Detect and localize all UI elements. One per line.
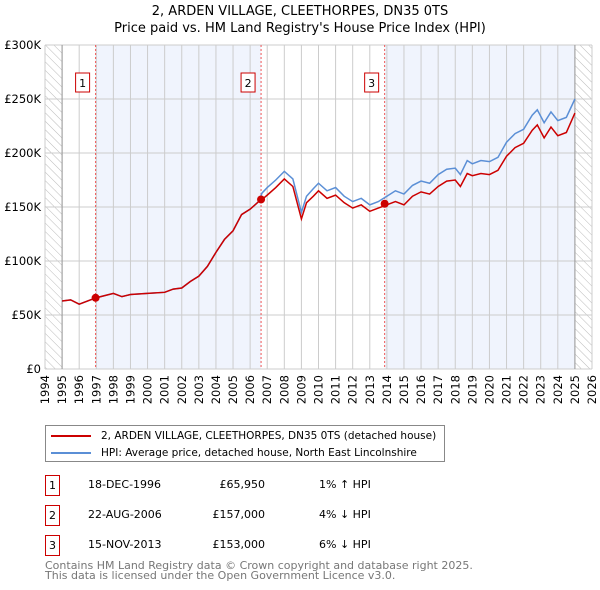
sale-marker-label: 3 [45, 535, 60, 556]
x-tick-label: 2006 [243, 375, 257, 404]
sale-label: 2 [245, 77, 252, 90]
legend-label: HPI: Average price, detached house, Nort… [101, 447, 417, 459]
x-tick-label: 2008 [277, 375, 291, 404]
sale-label: 3 [368, 77, 375, 90]
sale-label-box [364, 72, 380, 93]
x-tick-label: 1999 [123, 375, 137, 404]
sale-date: 22-AUG-2006 [88, 508, 162, 521]
x-tick-label: 2026 [585, 375, 599, 404]
x-tick-label: 2011 [329, 375, 343, 404]
sale-date: 18-DEC-1996 [88, 478, 162, 491]
legend-swatch [51, 435, 91, 437]
x-tick-label: 2003 [192, 375, 206, 404]
sale-price: £65,950 [219, 478, 266, 491]
x-tick-label: 2001 [158, 375, 172, 404]
price-line [61, 112, 576, 306]
sale-label-box [75, 72, 91, 93]
x-tick-label: 1996 [72, 375, 86, 404]
x-tick-label: 2009 [294, 375, 308, 404]
sale-label-box [240, 72, 256, 93]
x-tick-label: 2025 [568, 375, 582, 404]
sale-row: 1 18-DEC-1996 £65,950 1% ↑ HPI [45, 475, 445, 496]
x-tick-label: 2020 [482, 375, 496, 404]
footer: Contains HM Land Registry data © Crown c… [45, 559, 473, 582]
y-tick-label: £200K [4, 146, 41, 160]
x-tick-label: 2019 [465, 375, 479, 404]
legend-label: 2, ARDEN VILLAGE, CLEETHORPES, DN35 0TS … [101, 430, 437, 442]
sale-point [380, 199, 389, 208]
sale-point [257, 195, 266, 204]
x-tick-label: 2023 [534, 375, 548, 404]
x-tick-label: 2012 [346, 375, 360, 404]
sale-date: 15-NOV-2013 [88, 538, 162, 551]
x-tick-label: 2005 [226, 375, 240, 404]
x-tick-label: 2024 [551, 375, 565, 404]
footer-line: Contains HM Land Registry data © Crown c… [45, 559, 473, 572]
x-tick-label: 2018 [448, 375, 462, 404]
legend-item-property: 2, ARDEN VILLAGE, CLEETHORPES, DN35 0TS … [51, 428, 436, 444]
sale-marker-label: 1 [45, 475, 60, 496]
y-tick-label: £50K [12, 308, 42, 322]
x-tick-label: 1995 [55, 375, 69, 404]
sale-row: 3 15-NOV-2013 £153,000 6% ↓ HPI [45, 535, 445, 556]
x-tick-label: 2014 [380, 375, 394, 404]
x-tick-label: 2016 [414, 375, 428, 404]
x-tick-label: 2010 [312, 375, 326, 404]
footer-line: This data is licensed under the Open Gov… [45, 569, 396, 582]
sale-label: 1 [79, 77, 86, 90]
y-tick-label: £0 [26, 362, 41, 376]
chart-title: 2, ARDEN VILLAGE, CLEETHORPES, DN35 0TS [151, 4, 449, 19]
x-tick-label: 1994 [38, 375, 52, 404]
chart-svg: 1994 1995 1996 1997 1998 1999 2000 2001 2002 2003… [4, 38, 599, 404]
sale-point [91, 293, 100, 302]
x-tick-label: 2013 [363, 375, 377, 404]
sale-price: £153,000 [212, 538, 266, 551]
sale-row: 2 22-AUG-2006 £157,000 4% ↓ HPI [45, 505, 445, 526]
x-tick-label: 2004 [209, 375, 223, 404]
legend-swatch [51, 452, 91, 454]
x-tick-label: 2007 [260, 375, 274, 404]
x-tick-label: 2022 [517, 375, 531, 404]
x-tick-label: 2015 [397, 375, 411, 404]
y-tick-label: £250K [4, 92, 41, 106]
sale-hpi: 6% ↓ HPI [319, 538, 371, 551]
sale-price: £157,000 [212, 508, 266, 521]
sale-marker-label: 2 [45, 505, 60, 526]
x-tick-label: 2021 [500, 375, 514, 404]
x-tick-label: 1997 [89, 375, 103, 404]
x-tick-label: 2000 [141, 375, 155, 404]
x-tick-label: 2017 [431, 375, 445, 404]
x-tick-label: 1998 [106, 375, 120, 404]
sale-hpi: 4% ↓ HPI [319, 508, 371, 521]
y-tick-label: £100K [4, 254, 41, 268]
legend-item-hpi: HPI: Average price, detached house, Nort… [51, 445, 417, 461]
legend: 2, ARDEN VILLAGE, CLEETHORPES, DN35 0TS … [45, 425, 445, 462]
sale-hpi: 1% ↑ HPI [319, 478, 371, 491]
y-tick-label: £300K [4, 38, 41, 52]
chart-subtitle: Price paid vs. HM Land Registry's House … [114, 21, 486, 36]
x-tick-label: 2002 [175, 375, 189, 404]
y-tick-label: £150K [4, 200, 41, 214]
